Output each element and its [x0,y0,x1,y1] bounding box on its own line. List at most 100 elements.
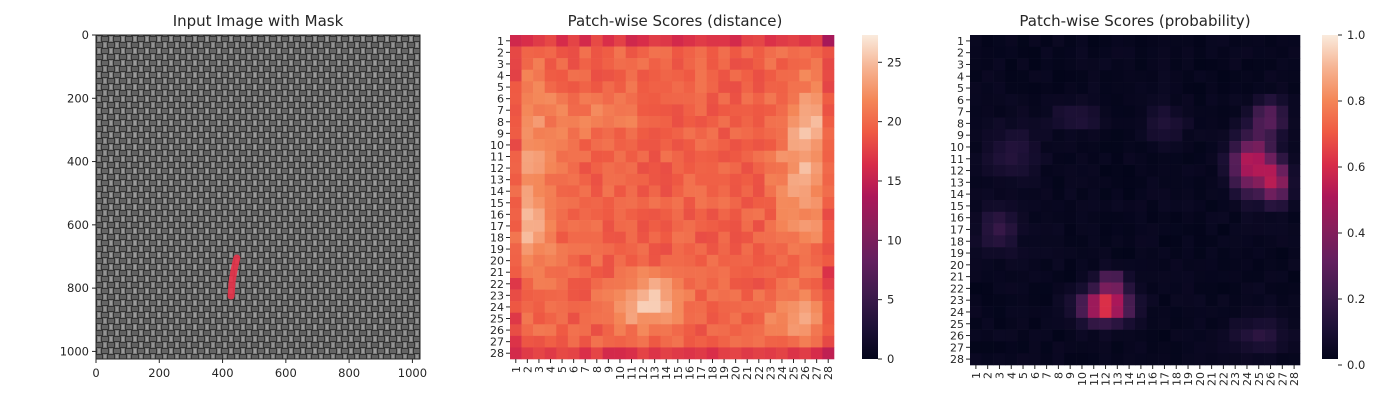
heatmap-cell [981,35,994,48]
heatmap-cell [1193,176,1207,189]
heatmap-cell [1040,141,1053,154]
heatmap-cell [993,200,1006,213]
heatmap-cell [602,289,615,302]
heatmap-cell [1182,58,1195,71]
heatmap-cell [1099,105,1112,118]
heatmap-cell [1028,105,1042,118]
heatmap-cell [591,173,603,186]
heatmap-cell [1087,105,1100,118]
heatmap-cell [1264,93,1277,107]
heatmap-cell [695,289,708,302]
heatmap-x-tick-label: 17 [1158,372,1171,386]
heatmap-cell [544,220,557,233]
heatmap-cell [729,104,742,117]
heatmap-cell [660,324,673,337]
heatmap-cell [648,58,661,71]
heatmap-cell [591,347,603,360]
heatmap-cell [510,162,522,175]
heatmap-cell [695,35,708,47]
heatmap-cell [741,301,754,314]
heatmap-cell [591,266,603,279]
heatmap-cell [1017,117,1030,130]
heatmap-cell [1193,258,1207,272]
heatmap-cell [1099,235,1112,248]
heatmap-cell [1123,141,1136,154]
image-y-tick-label: 200 [67,91,89,105]
heatmap-cell [1040,211,1053,224]
heatmap-cell [1158,141,1171,154]
heatmap-cell [706,116,719,128]
heatmap-cell [799,208,812,221]
heatmap-cell [1040,117,1053,130]
heatmap-y-tick-label: 14 [490,185,504,198]
heatmap-cell [787,324,800,337]
heatmap-cell [625,173,638,186]
heatmap-cell [1017,152,1030,165]
heatmap-cell [1111,129,1124,142]
heatmap-cell [1040,200,1053,213]
heatmap-cell [1229,294,1242,307]
heatmap-cell [718,92,731,105]
image-y-tick-label: 800 [67,281,89,295]
heatmap-cell [1028,329,1042,342]
heatmap-cell [556,231,569,244]
heatmap-cell [602,58,615,71]
heatmap-x-tick-label: 2 [521,366,534,373]
heatmap-cell [753,197,765,209]
heatmap-cell [1087,341,1100,354]
heatmap-cell [1135,141,1148,154]
heatmap-cell [810,173,823,186]
heatmap-cell [993,329,1006,342]
heatmap-cell [970,129,983,142]
heatmap-cell [799,150,812,163]
heatmap-cell [683,324,696,337]
heatmap-cell [822,92,835,105]
heatmap-cell [1052,141,1065,154]
heatmap-cell [764,266,777,279]
heatmap-cell [510,92,522,105]
heatmap-cell [1205,270,1218,283]
heatmap-x-tick-label: 9 [602,366,615,373]
heatmap-cell [695,231,708,244]
heatmap-cell [544,81,557,94]
heatmap-cell [776,301,789,314]
heatmap-cell [1252,152,1265,165]
heatmap-cell [533,324,546,337]
heatmap-cell [1288,317,1301,330]
heatmap-cell [637,278,650,290]
heatmap-cell [1229,82,1242,95]
heatmap-cell [695,278,708,290]
heatmap-cell [1005,46,1018,59]
heatmap-cell [1052,306,1065,319]
heatmap-cell [1028,141,1042,154]
heatmap-cell [660,231,673,244]
heatmap-cell [521,243,534,256]
heatmap-cell [741,185,754,198]
heatmap-cell [1005,188,1018,201]
heatmap-cell [544,347,557,360]
heatmap-cell [799,35,812,47]
heatmap-x-tick-label: 1 [510,366,523,373]
heatmap-cell [567,335,580,348]
heatmap-cell [1229,176,1242,189]
heatmap-cell [1288,341,1301,354]
heatmap-cell [753,289,765,302]
heatmap-cell [648,162,661,175]
heatmap-cell [1205,306,1218,319]
heatmap-cell [1146,329,1159,342]
heatmap-cell [521,104,534,117]
heatmap-cell [1028,341,1042,354]
heatmap-cell [567,324,580,337]
heatmap-cell [591,208,603,221]
heatmap-cell [1241,176,1254,189]
heatmap-cell [810,335,823,348]
heatmap-cell [799,312,812,325]
heatmap-cell [1217,152,1230,165]
heatmap-cell [544,173,557,186]
heatmap-cell [729,347,742,360]
heatmap-cell [602,127,615,140]
heatmap-cell [1064,152,1077,165]
heatmap-cell [1146,82,1159,95]
heatmap-cell [1017,58,1030,71]
heatmap-cell [1028,117,1042,130]
